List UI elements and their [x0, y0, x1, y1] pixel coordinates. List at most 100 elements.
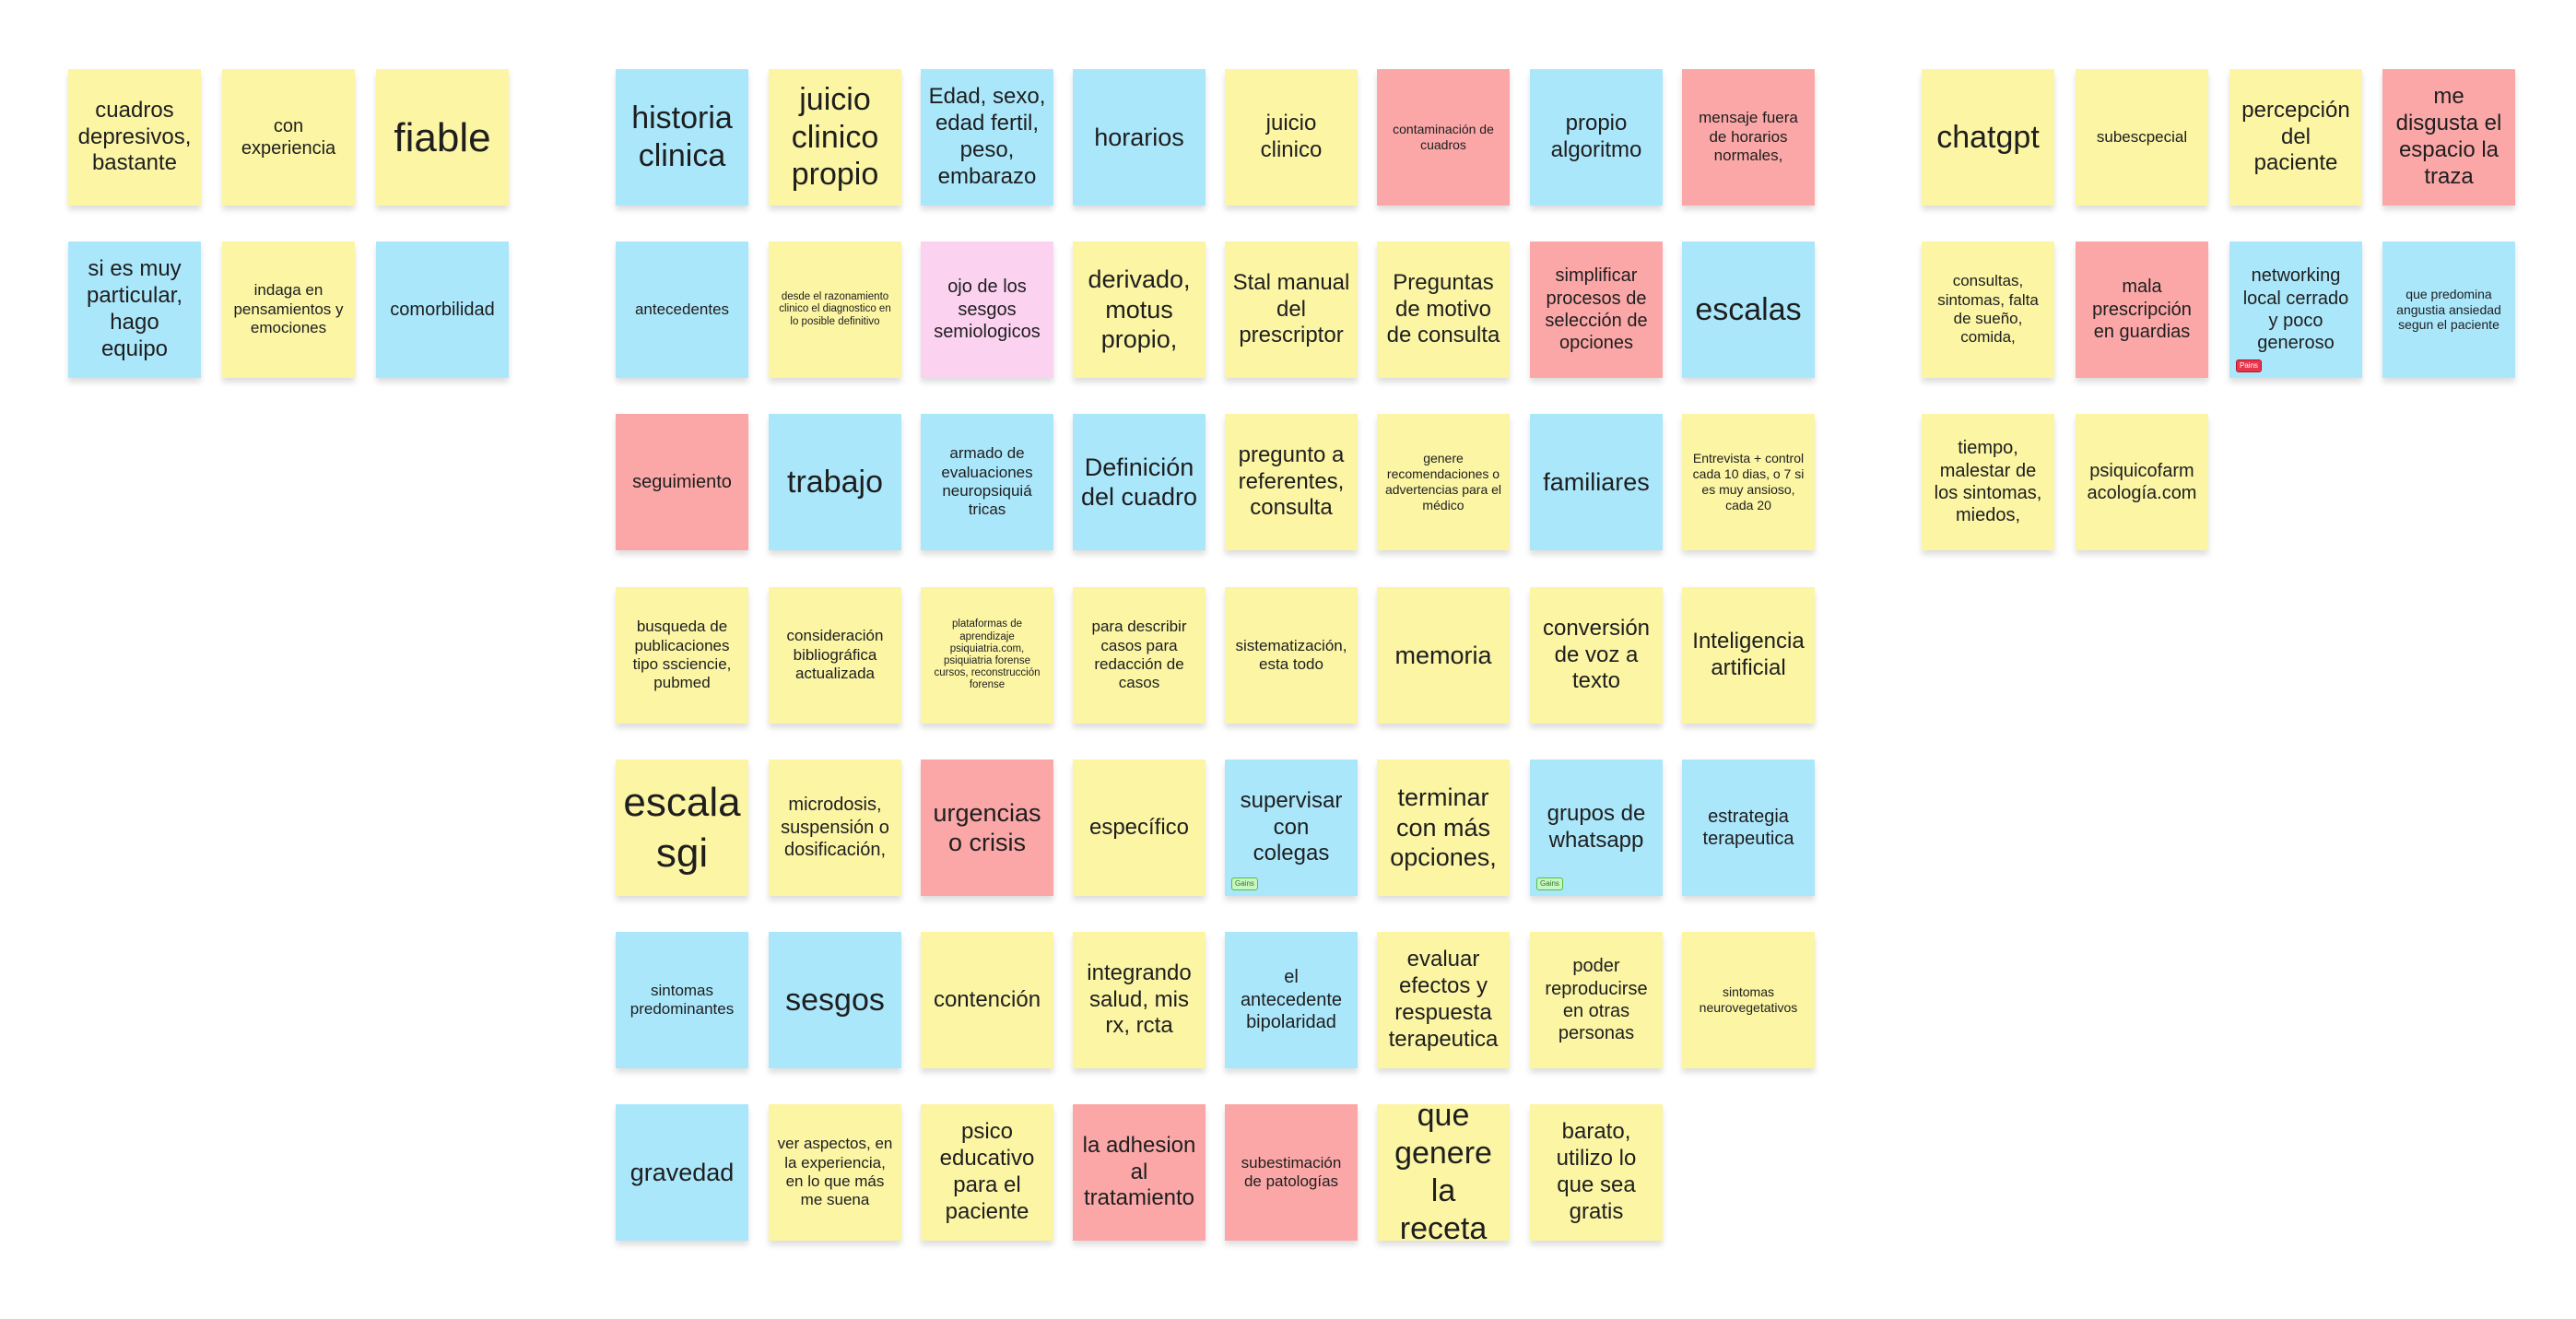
sticky-note-text: Stal manual del prescriptor — [1232, 269, 1350, 348]
sticky-note-text: cuadros depresivos, bastante — [77, 97, 192, 176]
sticky-note[interactable]: conversión de voz a texto — [1530, 587, 1663, 724]
sticky-note[interactable]: genere recomendaciones o advertencias pa… — [1377, 414, 1510, 550]
sticky-note[interactable]: específico — [1073, 760, 1206, 896]
sticky-note[interactable]: escalas — [1682, 241, 1815, 378]
sticky-note-text: para describir casos para redacción de c… — [1091, 618, 1187, 692]
sticky-note[interactable]: escala sgi — [616, 760, 748, 896]
sticky-note[interactable]: propio algoritmo — [1530, 69, 1663, 206]
sticky-note[interactable]: Inteligencia artificial — [1682, 587, 1815, 724]
sticky-note[interactable]: desde el razonamiento clinico el diagnos… — [769, 241, 901, 378]
sticky-note[interactable]: plataformas de aprendizaje psiquiatria.c… — [921, 587, 1053, 724]
sticky-note[interactable]: tiempo, malestar de los sintomas, miedos… — [1922, 414, 2054, 550]
sticky-note[interactable]: con experiencia — [222, 69, 355, 206]
sticky-note[interactable]: Definición del cuadro — [1073, 414, 1206, 550]
sticky-note[interactable]: sintomas predominantes — [616, 932, 748, 1068]
sticky-note[interactable]: psico educativo para el paciente — [921, 1104, 1053, 1241]
sticky-note[interactable]: ojo de los sesgos semiologicos — [921, 241, 1053, 378]
sticky-note[interactable]: Preguntas de motivo de consulta — [1377, 241, 1510, 378]
sticky-note[interactable]: microdosis, suspensión o dosificación, — [769, 760, 901, 896]
sticky-note[interactable]: poder reproducirse en otras personas — [1530, 932, 1663, 1068]
sticky-note[interactable]: que genere la receta — [1377, 1104, 1510, 1241]
sticky-note-text: psico educativo para el paciente — [939, 1119, 1035, 1224]
sticky-note-text: con experiencia — [241, 115, 336, 159]
sticky-note[interactable]: consultas, sintomas, falta de sueño, com… — [1922, 241, 2054, 378]
sticky-note-text: genere recomendaciones o advertencias pa… — [1384, 451, 1502, 512]
sticky-note[interactable]: historia clinica — [616, 69, 748, 206]
sticky-note-text: escalas — [1695, 291, 1802, 327]
sticky-note-text: estrategia terapeutica — [1702, 806, 1794, 849]
sticky-note[interactable]: ver aspectos, en la experiencia, en lo q… — [769, 1104, 901, 1241]
sticky-note[interactable]: juicio clinico — [1225, 69, 1358, 206]
sticky-note[interactable]: trabajo — [769, 414, 901, 550]
sticky-note-text: mala prescripción en guardias — [2092, 277, 2192, 343]
sticky-note[interactable]: antecedentes — [616, 241, 748, 378]
sticky-note[interactable]: juicio clinico propio — [769, 69, 901, 206]
sticky-note[interactable]: mala prescripción en guardias — [2076, 241, 2208, 378]
sticky-note[interactable]: barato, utilizo lo que sea gratis — [1530, 1104, 1663, 1241]
sticky-note-text: tiempo, malestar de los sintomas, miedos… — [1934, 438, 2042, 526]
sticky-note[interactable]: psiquicofarm acología.com — [2076, 414, 2208, 550]
sticky-note[interactable]: para describir casos para redacción de c… — [1073, 587, 1206, 724]
sticky-note[interactable]: busqueda de publicaciones tipo ssciencie… — [616, 587, 748, 724]
sticky-note[interactable]: Entrevista + control cada 10 dias, o 7 s… — [1682, 414, 1815, 550]
sticky-note-text: sistematización, esta todo — [1235, 636, 1347, 673]
sticky-note[interactable]: sintomas neurovegetativos — [1682, 932, 1815, 1068]
sticky-note-text: subescpecial — [2096, 127, 2188, 146]
sticky-note-text: Entrevista + control cada 10 dias, o 7 s… — [1692, 451, 1805, 512]
sticky-note[interactable]: horarios — [1073, 69, 1206, 206]
sticky-note[interactable]: pregunto a referentes, consulta — [1225, 414, 1358, 550]
sticky-note[interactable]: indaga en pensamientos y emociones — [222, 241, 355, 378]
sticky-note[interactable]: networking local cerrado y poco generoso… — [2229, 241, 2362, 378]
sticky-note[interactable]: supervisar con colegas Gains — [1225, 760, 1358, 896]
sticky-note-text: contención — [933, 986, 1041, 1012]
sticky-note[interactable]: chatgpt — [1922, 69, 2054, 206]
sticky-note-text: sesgos — [785, 982, 885, 1018]
sticky-note[interactable]: terminar con más opciones, — [1377, 760, 1510, 896]
sticky-note[interactable]: que predomina angustia ansiedad segun el… — [2382, 241, 2515, 378]
sticky-note[interactable]: consideración bibliográfica actualizada — [769, 587, 901, 724]
sticky-note[interactable]: Edad, sexo, edad fertil, peso, embarazo — [921, 69, 1053, 206]
sticky-note-text: integrando salud, mis rx, rcta — [1087, 960, 1192, 1039]
sticky-note-text: la adhesion al tratamiento — [1082, 1132, 1196, 1211]
gains-tag[interactable]: Gains — [1231, 877, 1258, 890]
sticky-note[interactable]: Stal manual del prescriptor — [1225, 241, 1358, 378]
sticky-note-text: Preguntas de motivo de consulta — [1386, 269, 1500, 348]
sticky-note[interactable]: me disgusta el espacio la traza — [2382, 69, 2515, 206]
sticky-note[interactable]: comorbilidad — [376, 241, 509, 378]
sticky-note[interactable]: integrando salud, mis rx, rcta — [1073, 932, 1206, 1068]
sticky-note-text: busqueda de publicaciones tipo ssciencie… — [632, 618, 732, 692]
sticky-note[interactable]: simplificar procesos de selección de opc… — [1530, 241, 1663, 378]
sticky-note[interactable]: grupos de whatsapp Gains — [1530, 760, 1663, 896]
sticky-note-text: terminar con más opciones, — [1390, 783, 1497, 872]
sticky-note[interactable]: la adhesion al tratamiento — [1073, 1104, 1206, 1241]
sticky-note[interactable]: subestimación de patologías — [1225, 1104, 1358, 1241]
sticky-note[interactable]: armado de evaluaciones neuropsiquiá tric… — [921, 414, 1053, 550]
sticky-note-text: contaminación de cuadros — [1393, 122, 1494, 152]
sticky-note[interactable]: sesgos — [769, 932, 901, 1068]
sticky-note[interactable]: familiares — [1530, 414, 1663, 550]
sticky-note[interactable]: evaluar efectos y respuesta terapeutica — [1377, 932, 1510, 1068]
sticky-note[interactable]: derivado, motus propio, — [1073, 241, 1206, 378]
sticky-note[interactable]: estrategia terapeutica — [1682, 760, 1815, 896]
sticky-note[interactable]: fiable — [376, 69, 509, 206]
sticky-note[interactable]: seguimiento — [616, 414, 748, 550]
sticky-note-text: horarios — [1094, 123, 1184, 151]
sticky-note[interactable]: si es muy particular, hago equipo — [68, 241, 201, 378]
pains-tag[interactable]: Pains — [2236, 359, 2263, 372]
sticky-note[interactable]: memoria — [1377, 587, 1510, 724]
sticky-note[interactable]: contención — [921, 932, 1053, 1068]
sticky-note[interactable]: contaminación de cuadros — [1377, 69, 1510, 206]
sticky-note[interactable]: cuadros depresivos, bastante — [68, 69, 201, 206]
sticky-note[interactable]: el antecedente bipolaridad — [1225, 932, 1358, 1068]
sticky-note[interactable]: subescpecial — [2076, 69, 2208, 206]
sticky-note-text: grupos de whatsapp — [1547, 801, 1646, 853]
sticky-note[interactable]: mensaje fuera de horarios normales, — [1682, 69, 1815, 206]
gains-tag[interactable]: Gains — [1536, 877, 1563, 890]
sticky-note-text: memoria — [1394, 641, 1492, 669]
sticky-note[interactable]: sistematización, esta todo — [1225, 587, 1358, 724]
sticky-note-text: consideración bibliográfica actualizada — [786, 627, 884, 683]
sticky-note[interactable]: percepción del paciente — [2229, 69, 2362, 206]
sticky-note[interactable]: urgencias o crisis — [921, 760, 1053, 896]
sticky-note[interactable]: gravedad — [616, 1104, 748, 1241]
